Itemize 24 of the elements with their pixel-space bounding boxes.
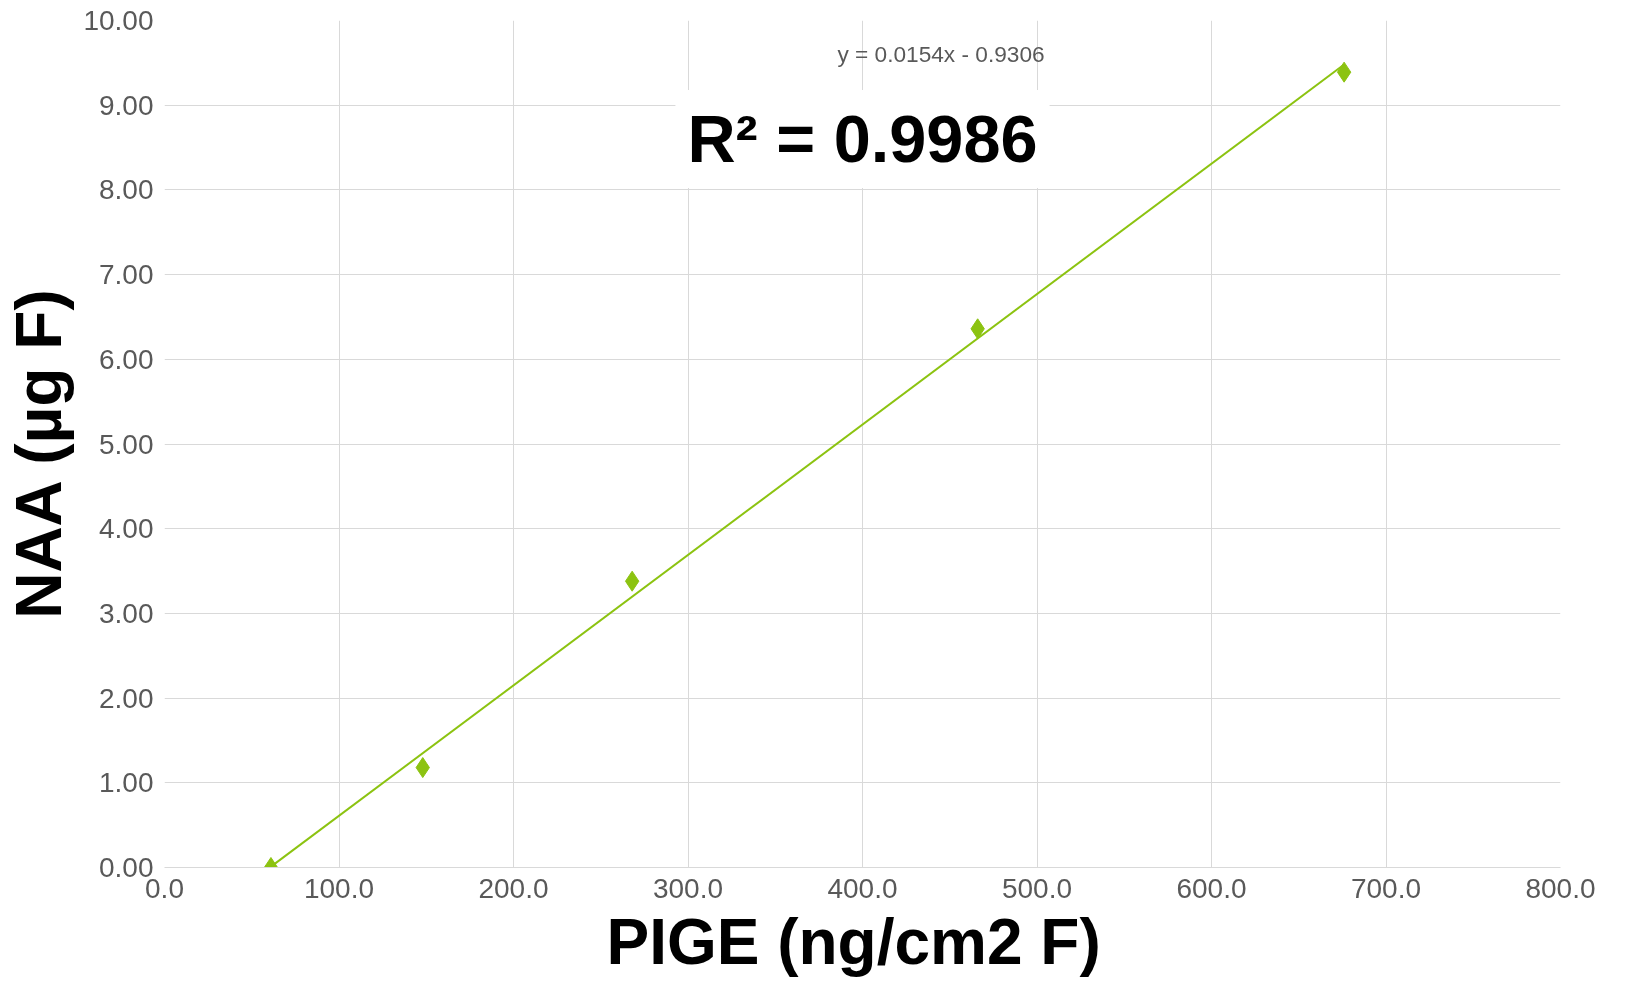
y-tick-label: 2.00 [99,682,154,714]
y-tick-label: 4.00 [99,513,154,545]
point [1336,61,1352,83]
annotation: R² = 0.9986 [687,102,1038,177]
x-tick-label: 600.0 [1176,872,1247,904]
annotation: y = 0.0154x - 0.9306 [837,41,1045,68]
x-tick-label: 300.0 [652,872,724,904]
y-tick-label: 7.00 [99,259,154,291]
y-axis-title: NAA (µg F) [3,289,76,619]
y-tick-label: 6.00 [99,343,154,375]
y-tick-label: 9.00 [99,89,154,121]
x-tick-label: 200.0 [478,872,549,904]
y-tick-label: 8.00 [99,174,154,206]
x-tick-label: 100.0 [303,872,375,904]
x-tick-label: 800.0 [1525,872,1596,904]
y-tick-label: 10.00 [83,5,154,36]
y-tick-label: 1.00 [99,767,154,799]
x-tick-label: 500.0 [1001,872,1073,904]
x-tick-label: 400.0 [827,872,898,904]
y-tick-label: 5.00 [99,428,154,460]
y-tick-label: 3.00 [99,597,154,629]
x-axis-title: PIGE (ng/cm2 F) [606,905,1101,978]
x-tick-label: 700.0 [1350,872,1422,904]
point [624,570,640,592]
